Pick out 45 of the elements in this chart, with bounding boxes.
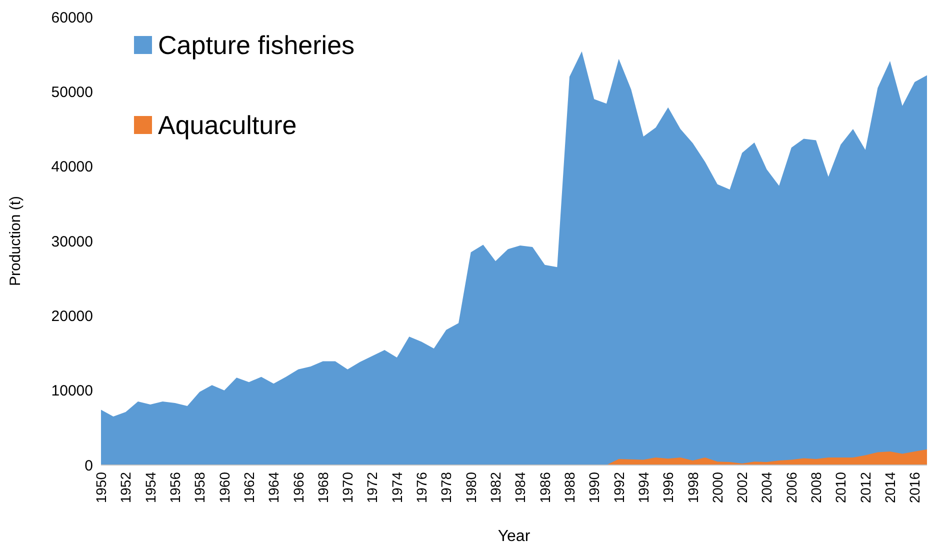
legend-label: Capture fisheries: [158, 30, 355, 60]
x-tick-label: 1968: [314, 472, 331, 504]
x-tick-label: 1972: [364, 472, 380, 504]
y-tick-label: 40000: [51, 158, 93, 176]
x-axis-title: Year: [498, 528, 531, 545]
x-tick-label: 2016: [906, 472, 923, 504]
x-tick-label: 1988: [561, 472, 578, 504]
x-tick-label: 1950: [93, 472, 109, 504]
x-tick-label: 1978: [438, 472, 454, 504]
x-tick-label: 2006: [783, 472, 800, 504]
x-tick-label: 1996: [660, 472, 676, 504]
y-axis-title: Production (t): [7, 196, 24, 286]
x-tick-label: 1954: [142, 472, 158, 504]
y-tick-label: 50000: [51, 84, 93, 101]
x-tick-label: 2004: [758, 472, 775, 504]
x-tick-label: 1962: [240, 472, 257, 504]
x-tick-label: 1990: [586, 472, 602, 504]
x-tick-label: 1974: [388, 472, 405, 504]
x-tick-label: 1982: [488, 472, 504, 504]
x-tick-label: 1958: [192, 472, 208, 504]
x-tick-label: 2002: [734, 472, 750, 504]
x-tick-label: 2000: [709, 472, 726, 504]
x-tick-label: 2014: [882, 472, 898, 504]
x-tick-label: 1986: [536, 472, 553, 504]
x-tick-label: 2010: [832, 472, 849, 504]
x-tick-label: 1976: [414, 472, 430, 504]
x-tick-label: 1998: [684, 472, 701, 504]
x-tick-label: 1992: [610, 472, 627, 504]
x-tick-label: 2012: [857, 472, 874, 504]
y-tick-label: 20000: [51, 308, 93, 325]
x-tick-label: 1980: [462, 472, 479, 504]
x-tick-label: 1970: [340, 472, 356, 504]
y-tick-label: 60000: [51, 9, 93, 26]
x-tick-label: 1956: [166, 472, 183, 504]
x-tick-label: 1994: [635, 472, 652, 504]
y-tick-label: 30000: [51, 233, 93, 250]
x-tick-label: 1964: [266, 472, 282, 504]
x-tick-label: 1952: [118, 472, 134, 504]
y-tick-label: 0: [84, 457, 93, 474]
legend-label: Aquaculture: [158, 110, 297, 140]
y-tick-label: 10000: [51, 382, 93, 400]
x-tick-label: 2008: [808, 472, 824, 504]
x-tick-label: 1960: [216, 472, 232, 504]
x-tick-label: 1966: [290, 472, 306, 504]
x-tick-label: 1984: [512, 472, 528, 504]
